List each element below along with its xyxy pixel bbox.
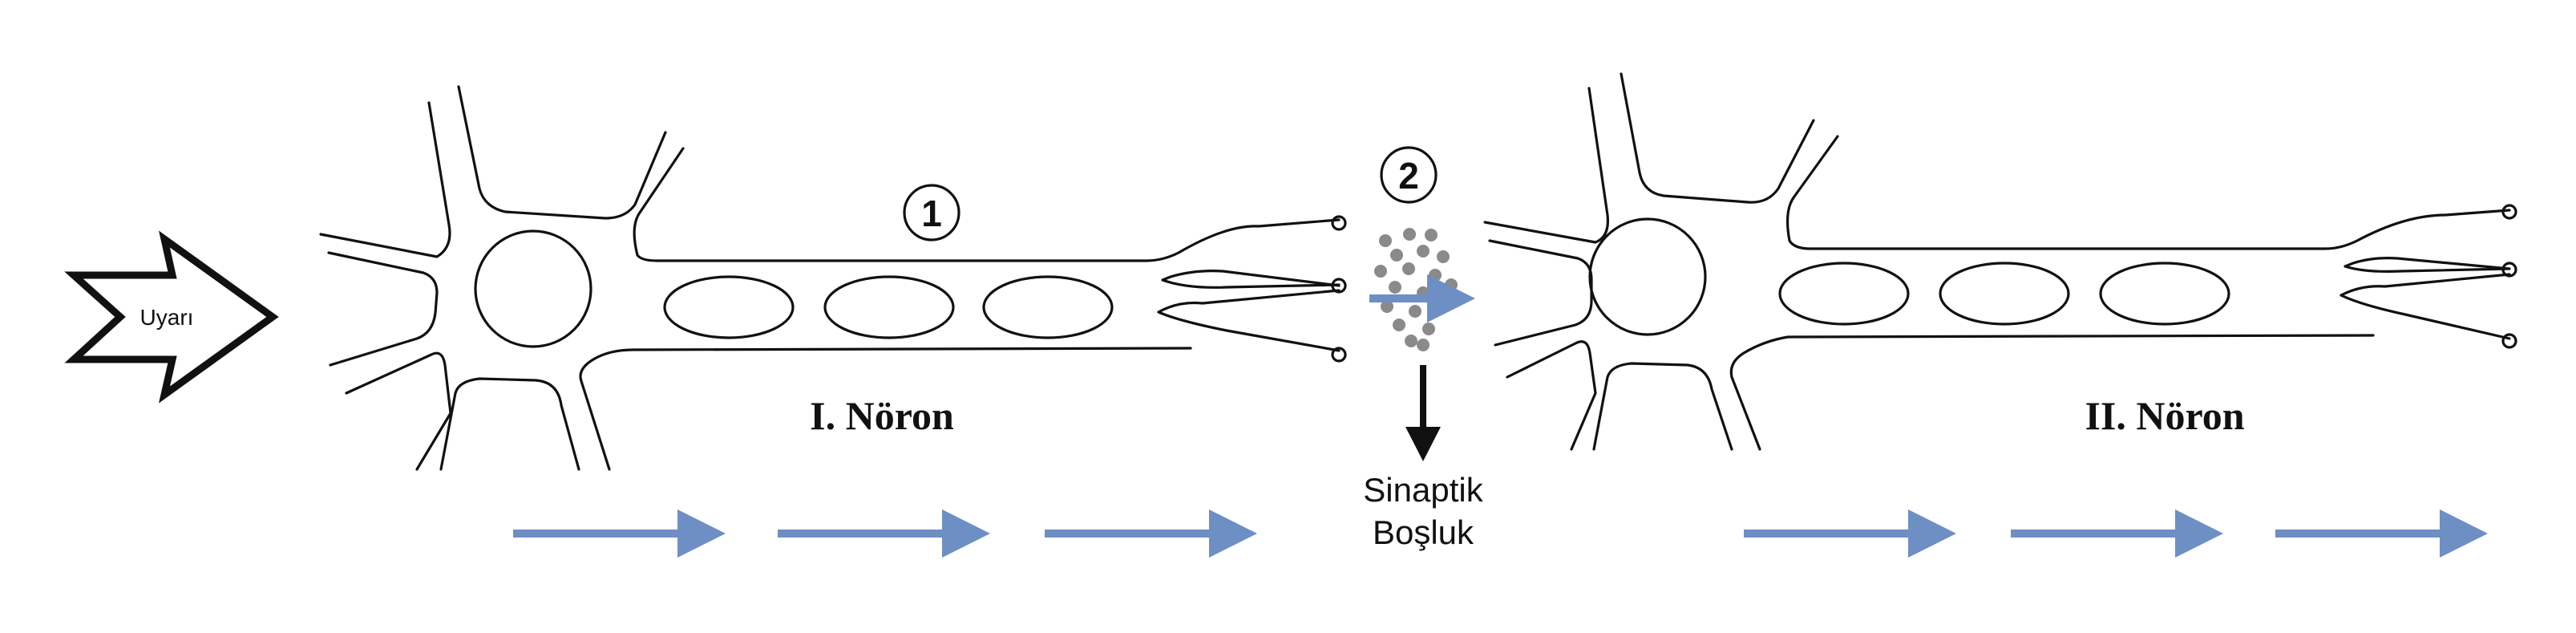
marker-2: 2	[1398, 155, 1419, 197]
neuron-2-dendrites	[1483, 72, 2511, 451]
stimulus-label: Uyarı	[140, 305, 194, 330]
neuron-2-nucleus	[1588, 217, 1707, 336]
neuron-1-label: I. Nöron	[810, 393, 954, 438]
synaptic-cleft-label-line2: Boşluk	[1373, 513, 1474, 551]
marker-1: 1	[921, 193, 942, 234]
marker-1-circle	[903, 184, 960, 241]
stimulus-arrow-icon: Uyarı	[64, 230, 279, 404]
marker-2-circle	[1380, 146, 1438, 204]
neuron-1: 1 I. Nöron	[319, 85, 1347, 471]
neurotransmitter-dots	[1374, 228, 1458, 351]
neuron-1-nucleus	[474, 229, 592, 348]
neuron-2: II. Nöron	[1483, 72, 2517, 451]
synapse: 2 Sinaptik Boşluk	[1363, 146, 1484, 551]
neuron-1-dendrites	[319, 85, 1341, 471]
down-arrow-icon	[1405, 365, 1441, 461]
neuron-2-label: II. Nöron	[2085, 393, 2244, 438]
synaptic-cleft-label-line1: Sinaptik	[1363, 471, 1483, 509]
